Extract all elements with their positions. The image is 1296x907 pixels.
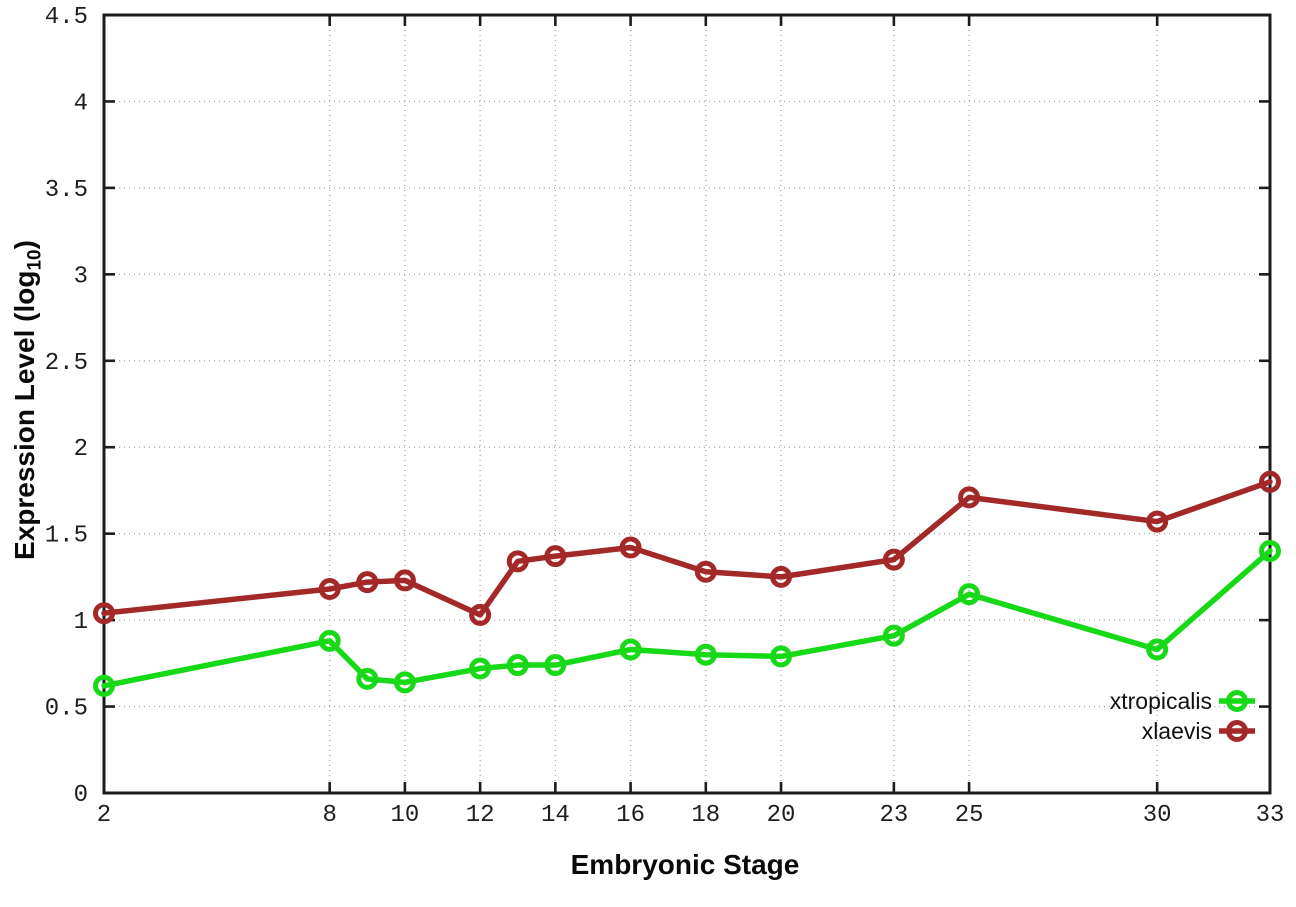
data-point-xtropicalis — [619, 638, 642, 661]
y-tick-labels: 0 0.5 1 1.5 2 2.5 3 3.5 4 4.5 — [45, 4, 88, 809]
y-tick-label: 3.5 — [45, 177, 88, 204]
legend-label-xtropicalis: xtropicalis — [1110, 688, 1212, 714]
x-tick-label: 10 — [390, 802, 419, 829]
data-point-xtropicalis — [318, 629, 341, 652]
x-tick-label: 23 — [879, 802, 908, 829]
data-point-xlaevis — [770, 565, 793, 588]
y-axis-title-suffix: ) — [9, 240, 40, 250]
y-axis-title-text: Expression Level (log — [9, 270, 40, 560]
legend-marker-icon — [1226, 690, 1248, 712]
data-point-xlaevis — [544, 545, 567, 568]
series-line-xtropicalis — [101, 548, 1273, 689]
x-tick-label: 20 — [767, 802, 796, 829]
data-point-xlaevis — [619, 536, 642, 559]
x-tick-label: 16 — [616, 802, 645, 829]
y-tick-label: 1 — [74, 609, 88, 636]
x-tick-labels: 2 8 10 12 14 16 18 20 23 25 30 33 — [97, 802, 1285, 829]
x-tick-label: 12 — [466, 802, 495, 829]
data-point-xlaevis — [93, 602, 115, 625]
y-tick-label: 4 — [74, 90, 88, 117]
data-point-xlaevis — [694, 560, 717, 583]
data-point-xlaevis — [393, 569, 416, 592]
series-line-xlaevis — [101, 479, 1273, 618]
data-point-xtropicalis — [544, 654, 567, 677]
y-axis-title-subscript: 10 — [24, 249, 46, 271]
y-axis-title: Expression Level (log10) — [9, 140, 51, 660]
series-xlaevis — [93, 470, 1281, 626]
y-tick-label: 2.5 — [45, 350, 88, 377]
legend-item-xtropicalis: xtropicalis — [1110, 688, 1255, 714]
data-point-xtropicalis — [93, 674, 115, 697]
x-tick-label: 33 — [1256, 802, 1285, 829]
legend-marker-icon — [1226, 720, 1248, 742]
y-tick-label: 4.5 — [45, 4, 88, 31]
data-point-xtropicalis — [469, 657, 492, 680]
data-point-xtropicalis — [1259, 539, 1281, 562]
y-tick-label: 3 — [74, 263, 88, 290]
data-point-xtropicalis — [694, 643, 717, 666]
x-tick-label: 14 — [541, 802, 570, 829]
series-xtropicalis — [93, 539, 1281, 697]
data-point-xtropicalis — [393, 671, 416, 694]
x-tick-label: 30 — [1143, 802, 1172, 829]
data-point-xlaevis — [882, 548, 905, 571]
x-tick-label: 8 — [322, 802, 336, 829]
y-tick-label: 1.5 — [45, 523, 88, 550]
data-point-xtropicalis — [958, 583, 981, 606]
data-point-xlaevis — [1146, 510, 1169, 533]
legend-item-xlaevis: xlaevis — [1142, 718, 1255, 744]
x-tick-label: 2 — [97, 802, 111, 829]
data-point-xlaevis — [506, 550, 529, 573]
data-point-xlaevis — [958, 486, 981, 509]
plot-border — [102, 13, 1272, 795]
data-point-xlaevis — [318, 577, 341, 600]
data-point-xlaevis — [469, 603, 492, 626]
data-point-xtropicalis — [770, 645, 793, 668]
data-point-xlaevis — [356, 571, 379, 594]
data-point-xtropicalis — [356, 667, 379, 690]
data-point-xtropicalis — [506, 654, 529, 677]
x-tick-label: 25 — [955, 802, 984, 829]
gridlines — [104, 15, 1270, 793]
legend: xtropicalis xlaevis — [1110, 688, 1255, 744]
x-tick-label: 18 — [691, 802, 720, 829]
x-axis-title: Embryonic Stage — [570, 849, 800, 880]
y-tick-label: 2 — [74, 436, 88, 463]
y-tick-label: 0 — [74, 782, 88, 809]
axis-ticks — [102, 13, 1272, 795]
data-point-xlaevis — [1259, 470, 1281, 493]
data-point-xtropicalis — [1146, 638, 1169, 661]
legend-label-xlaevis: xlaevis — [1142, 718, 1212, 744]
y-tick-label: 0.5 — [45, 696, 88, 723]
data-point-xtropicalis — [882, 624, 905, 647]
